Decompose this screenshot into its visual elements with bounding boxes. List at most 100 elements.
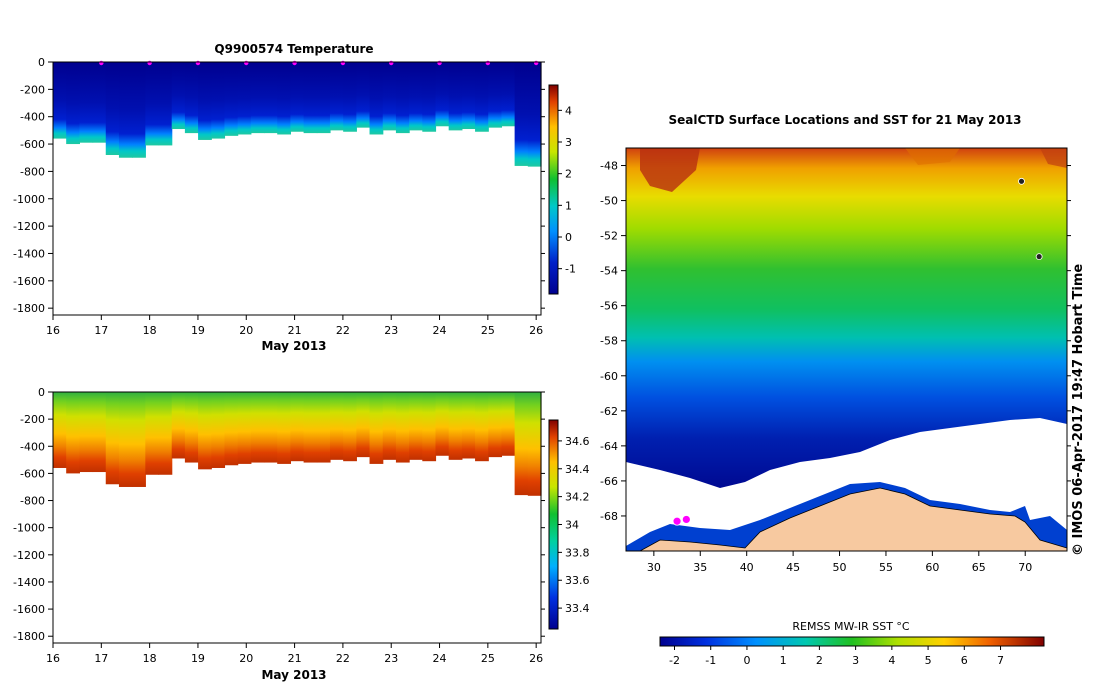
temperature-colorbar — [549, 85, 558, 294]
map-longitude-axis: 30 35 40 45 50 55 60 65 70 — [647, 551, 1032, 574]
lon-tick-label: 45 — [786, 561, 800, 574]
figure: Q9900574 Temperature 0-200-400-600-800-1… — [0, 0, 1099, 700]
x-tick-label: 26 — [529, 652, 543, 665]
sst-colorbar-ticks: -2 -1 0 1 2 3 4 5 6 7 — [669, 646, 1004, 667]
salinity-profile-column — [119, 392, 133, 487]
x-tick-label: 20 — [239, 324, 253, 337]
sst-colorbar-tick-label: 3 — [852, 654, 859, 667]
profile-marker — [99, 61, 103, 65]
salinity-profile-column — [211, 392, 225, 468]
sst-colorbar-tick-label: 6 — [961, 654, 968, 667]
salinity-profile-column — [251, 392, 265, 463]
temperature-colorbar-ticks: 43210-1 — [558, 104, 576, 275]
y-tick-label: -1200 — [13, 220, 45, 233]
salinity-profile-column — [383, 392, 397, 460]
lat-tick-label: -66 — [600, 475, 618, 488]
x-tick-label: 26 — [529, 324, 543, 337]
temperature-profile-column — [317, 62, 331, 133]
lat-tick-label: -48 — [600, 160, 618, 173]
temperature-xlabel: May 2013 — [261, 339, 326, 353]
salinity-profile-column — [159, 392, 173, 475]
colorbar-tick-label: 34.2 — [565, 491, 590, 504]
temperature-x-axis: 16 17 18 19 20 21 22 23 24 25 26 — [46, 315, 543, 337]
temperature-profile-column — [422, 62, 436, 132]
colorbar-tick-label: 33.4 — [565, 602, 590, 615]
temperature-profile-column — [238, 62, 252, 134]
sst-colorbar-tick-label: 4 — [888, 654, 895, 667]
salinity-colorbar — [549, 420, 558, 629]
salinity-profile-column — [396, 392, 410, 463]
sst-colorbar-tick-label: 7 — [997, 654, 1004, 667]
profile-marker — [147, 61, 151, 65]
salinity-profile-column — [317, 392, 331, 463]
temperature-profile-column — [449, 62, 463, 130]
x-tick-label: 21 — [288, 652, 302, 665]
lon-tick-label: 30 — [647, 561, 661, 574]
salinity-xlabel: May 2013 — [261, 668, 326, 682]
temperature-profile-column — [435, 62, 449, 126]
temperature-profile-column — [119, 62, 133, 158]
sst-colorbar-tick-label: 5 — [925, 654, 932, 667]
x-tick-label: 17 — [94, 652, 108, 665]
temperature-profile-column — [159, 62, 173, 145]
temperature-profile-column — [330, 62, 344, 130]
colorbar-tick-label: 33.8 — [565, 546, 590, 559]
salinity-profile-column — [224, 392, 238, 465]
x-tick-label: 19 — [191, 652, 205, 665]
y-tick-label: -400 — [20, 440, 45, 453]
salinity-profile-column — [462, 392, 476, 458]
salinity-profile-column — [79, 392, 93, 472]
profile-marker — [196, 61, 200, 65]
x-tick-label: 25 — [481, 324, 495, 337]
temperature-profile-column — [106, 62, 120, 155]
salinity-x-axis: 16 17 18 19 20 21 22 23 24 25 26 — [46, 643, 543, 665]
lat-tick-label: -52 — [600, 230, 618, 243]
temperature-profile-column — [396, 62, 410, 133]
temperature-profile-column — [251, 62, 265, 133]
imos-credit: © IMOS 06-Apr-2017 19:47 Hobart Time — [1071, 264, 1086, 556]
lat-tick-label: -60 — [600, 370, 618, 383]
lon-tick-label: 55 — [879, 561, 893, 574]
salinity-colorbar-ticks: 34.6 34.4 34.2 34 33.8 33.6 33.4 — [558, 435, 590, 615]
colorbar-tick-label: 34 — [565, 519, 579, 532]
x-tick-label: 24 — [433, 652, 447, 665]
x-tick-label: 24 — [433, 324, 447, 337]
x-tick-label: 22 — [336, 652, 350, 665]
profile-marker — [437, 61, 441, 65]
colorbar-tick-label: 4 — [565, 104, 572, 117]
temperature-profile-column — [93, 62, 107, 143]
x-tick-label: 16 — [46, 652, 60, 665]
colorbar-tick-label: 34.4 — [565, 463, 590, 476]
y-tick-label: -600 — [20, 467, 45, 480]
sst-colorbar-tick-label: 0 — [743, 654, 750, 667]
lat-tick-label: -62 — [600, 405, 618, 418]
salinity-profile-column — [528, 392, 542, 496]
temperature-profile-column — [304, 62, 318, 133]
y-tick-label: 0 — [38, 56, 45, 69]
y-tick-label: 0 — [38, 386, 45, 399]
salinity-profile-column — [304, 392, 318, 463]
sst-colorbar-tick-label: 2 — [816, 654, 823, 667]
lon-tick-label: 40 — [740, 561, 754, 574]
salinity-profile-column — [501, 392, 515, 456]
y-tick-label: -1600 — [13, 603, 45, 616]
y-tick-label: -1800 — [13, 302, 45, 315]
colorbar-tick-label: -1 — [565, 263, 576, 276]
salinity-profile-column — [475, 392, 489, 461]
seal-location-marker — [1019, 178, 1025, 184]
y-tick-label: -1200 — [13, 549, 45, 562]
temperature-profile-column — [370, 62, 384, 134]
temperature-profile-column — [79, 62, 93, 143]
y-tick-label: -800 — [20, 165, 45, 178]
y-tick-label: -600 — [20, 138, 45, 151]
salinity-profile-column — [290, 392, 304, 461]
colorbar-tick-label: 33.6 — [565, 574, 590, 587]
salinity-profile-column — [356, 392, 370, 457]
temperature-profile-column — [475, 62, 489, 132]
temperature-profile-column — [383, 62, 397, 130]
salinity-profile-column — [198, 392, 212, 469]
salinity-profile-column — [370, 392, 384, 464]
sst-colorbar-tick-label: -2 — [669, 654, 680, 667]
sst-colorbar — [660, 637, 1044, 646]
y-tick-label: -1000 — [13, 522, 45, 535]
